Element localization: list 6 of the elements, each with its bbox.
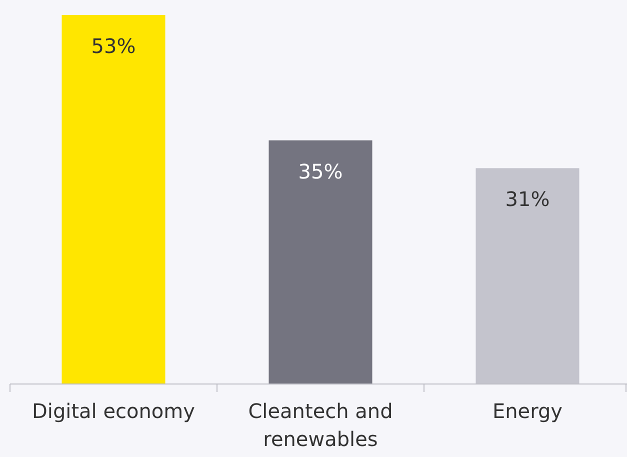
x-tick-label: Cleantech and renewables [248,399,393,451]
data-label: 35% [298,159,343,184]
data-label: 31% [505,187,550,212]
x-tick-label: Digital economy [32,399,196,423]
data-label: 53% [91,34,136,58]
x-tick-label: Energy [492,399,563,423]
